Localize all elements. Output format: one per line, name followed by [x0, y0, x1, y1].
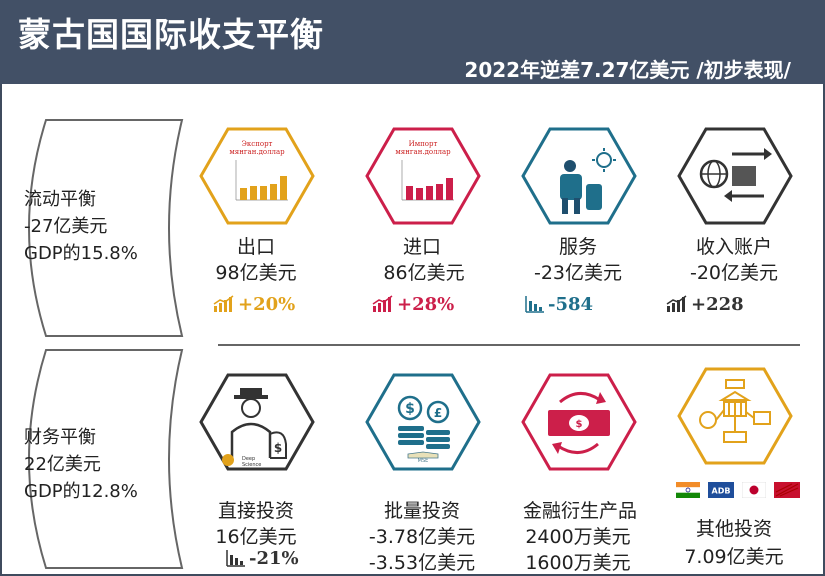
portfolio-investment-hexagon: $ £ MSE [365, 373, 481, 471]
svg-text:Deep: Deep [242, 456, 255, 462]
bar-chart-icon [525, 296, 544, 313]
exports-change: +20% [213, 294, 295, 315]
income-value: -20亿美元 [689, 262, 779, 284]
svg-text:мянган.доллар: мянган.доллар [229, 148, 285, 156]
china-flag-icon [774, 482, 800, 498]
imports-change: +28% [372, 294, 454, 315]
derivatives-hexagon: $ [521, 373, 637, 471]
services-change: -584 [525, 294, 593, 315]
services-label: 服务 [558, 236, 597, 258]
svg-text:мянган.доллар: мянган.доллар [395, 148, 451, 156]
svg-text:ADB: ADB [712, 487, 731, 496]
derivatives-value-2: 1600万美元 [525, 552, 631, 574]
svg-text:£: £ [434, 406, 442, 420]
svg-text:$: $ [405, 401, 415, 417]
current-account-gdp: GDP的15.8% [24, 243, 138, 264]
exports-hexagon: Экспорт мянган.доллар [199, 127, 315, 225]
financial-account-amount: 22亿美元 [24, 454, 101, 475]
imports-hexagon: Импорт мянган.доллар [365, 127, 481, 225]
imports-label: 进口 [402, 236, 441, 258]
direct-investment-label: 直接投资 [217, 500, 294, 522]
bar-chart-icon [226, 550, 245, 567]
adb-logo-icon: ADB [708, 482, 734, 498]
svg-text:MSE: MSE [418, 458, 429, 464]
current-account-name: 流动平衡 [24, 189, 96, 210]
direct-investment-hexagon: $ Deep Science [199, 373, 315, 471]
other-investment-hexagon [677, 367, 793, 465]
income-hexagon [677, 127, 793, 225]
financial-account-panel: 财务平衡 22亿美元 GDP的12.8% [6, 346, 192, 572]
growth-chart-icon [213, 295, 234, 312]
svg-text:Science: Science [242, 462, 261, 468]
svg-text:Импорт: Импорт [409, 140, 438, 148]
income-label: 收入账户 [695, 236, 772, 258]
exports-value: 98亿美元 [215, 262, 297, 284]
growth-chart-icon [666, 295, 687, 312]
current-account-panel: 流动平衡 -27亿美元 GDP的15.8% [6, 116, 192, 340]
india-flag-icon [676, 482, 700, 498]
current-account-amount: -27亿美元 [24, 216, 108, 237]
exports-label: 出口 [236, 236, 275, 258]
page-title: 蒙古国国际收支平衡 [18, 15, 324, 54]
services-hexagon [521, 127, 637, 225]
scroll-shape [28, 119, 184, 337]
page-subtitle: 2022年逆差7.27亿美元 /初步表现/ [464, 58, 791, 82]
direct-investment-value: 16亿美元 [215, 526, 297, 548]
svg-text:$: $ [274, 441, 282, 455]
scroll-shape [28, 349, 184, 569]
section-divider [218, 344, 800, 346]
svg-text:$: $ [576, 419, 583, 430]
growth-chart-icon [372, 295, 393, 312]
income-change: +228 [666, 294, 744, 315]
derivatives-label: 金融衍生产品 [522, 500, 637, 522]
services-value: -23亿美元 [533, 262, 623, 284]
portfolio-investment-label: 批量投资 [383, 500, 460, 522]
financial-account-name: 财务平衡 [24, 427, 96, 448]
svg-text:Экспорт: Экспорт [242, 140, 273, 148]
portfolio-investment-value-2: -3.53亿美元 [368, 552, 476, 574]
derivatives-value-1: 2400万美元 [525, 526, 631, 548]
header-bar: 蒙古国国际收支平衡 2022年逆差7.27亿美元 /初步表现/ [0, 0, 825, 84]
imports-value: 86亿美元 [383, 262, 465, 284]
other-investment-value: 7.09亿美元 [684, 546, 784, 568]
portfolio-investment-value-1: -3.78亿美元 [368, 526, 476, 548]
japan-flag-icon [742, 482, 766, 498]
other-investment-label: 其他投资 [695, 518, 772, 540]
direct-investment-change: -21% [226, 548, 299, 569]
financial-account-gdp: GDP的12.8% [24, 481, 138, 502]
